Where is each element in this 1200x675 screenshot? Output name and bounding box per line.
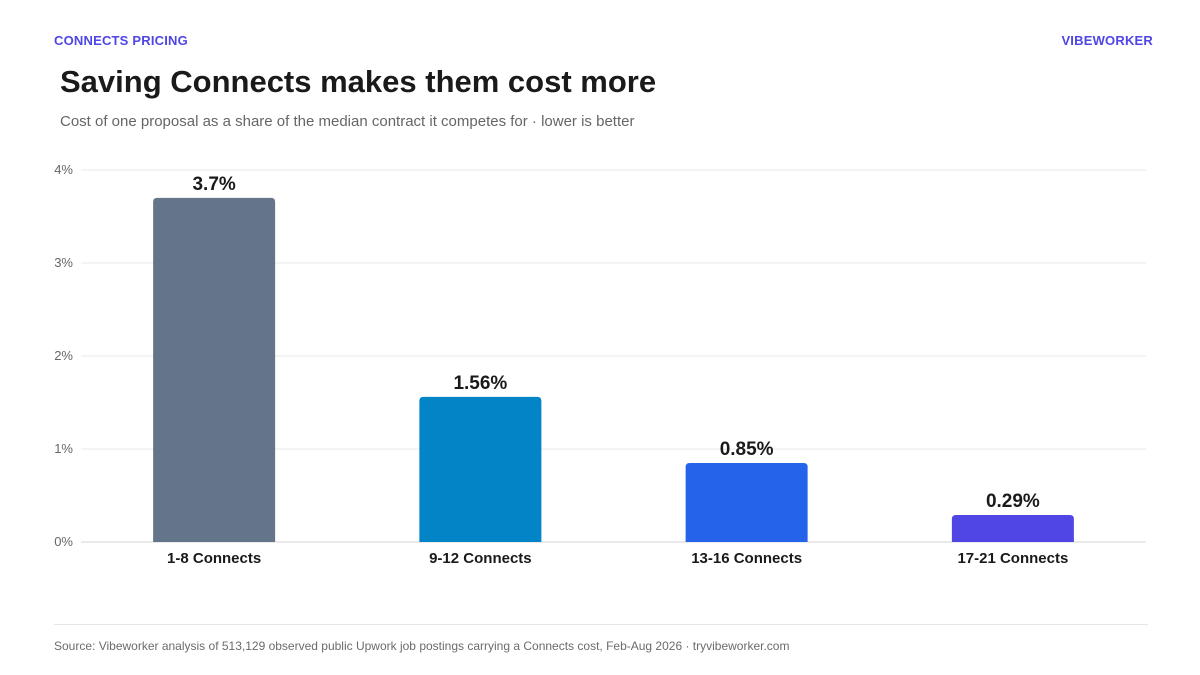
y-tick-label: 3% — [54, 255, 73, 270]
bar — [951, 515, 1074, 542]
bar — [419, 396, 542, 542]
brand-label: VIBEWORKER — [1061, 33, 1153, 48]
x-tick-label: 17-21 Connects — [957, 550, 1068, 567]
footer-divider — [54, 624, 1148, 625]
data-label: 0.29% — [986, 491, 1040, 512]
bar — [153, 197, 276, 542]
chart-title: Saving Connects makes them cost more — [60, 64, 657, 99]
source-note: Source: Vibeworker analysis of 513,129 o… — [54, 639, 790, 653]
x-tick-label: 1-8 Connects — [167, 550, 261, 567]
x-tick-label: 13-16 Connects — [691, 550, 802, 567]
x-tick-label: 9-12 Connects — [429, 550, 532, 567]
chart-subtitle: Cost of one proposal as a share of the m… — [60, 113, 635, 130]
y-tick-label: 4% — [54, 162, 73, 177]
data-label: 3.7% — [192, 174, 235, 195]
y-tick-label: 2% — [54, 348, 73, 363]
y-tick-label: 1% — [54, 441, 73, 456]
eyebrow-label: CONNECTS PRICING — [54, 33, 188, 48]
data-label: 1.56% — [453, 373, 507, 394]
y-tick-label: 0% — [54, 534, 73, 549]
bar — [685, 462, 808, 542]
data-label: 0.85% — [720, 439, 774, 460]
